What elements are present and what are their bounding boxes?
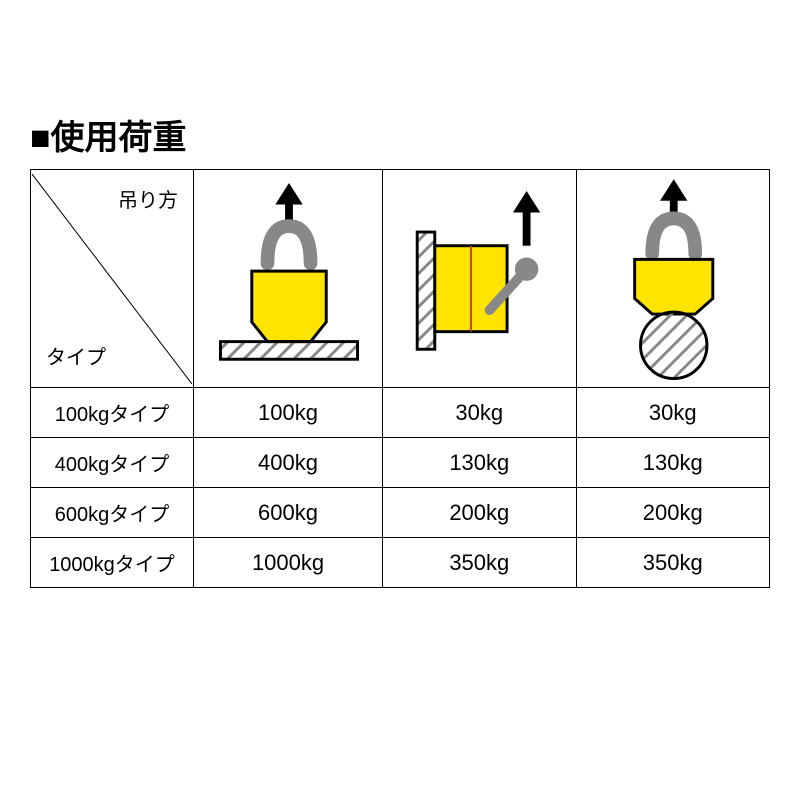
table-row: 100kgタイプ 100kg 30kg 30kg	[31, 388, 770, 438]
load-value: 400kg	[194, 438, 383, 488]
load-value: 200kg	[576, 488, 769, 538]
load-value: 200kg	[383, 488, 576, 538]
load-value: 130kg	[383, 438, 576, 488]
type-label: 600kgタイプ	[31, 488, 194, 538]
lift-method-flat-icon	[195, 171, 381, 381]
section-title: ■使用荷重	[30, 110, 770, 159]
header-type-label: タイプ	[46, 341, 106, 370]
load-value: 350kg	[383, 538, 576, 588]
lift-method-round-icon	[578, 171, 768, 381]
load-value: 30kg	[383, 388, 576, 438]
load-value: 100kg	[194, 388, 383, 438]
load-capacity-table: 吊り方 タイプ	[30, 169, 770, 588]
load-value: 600kg	[194, 488, 383, 538]
lift-method-side-icon	[384, 171, 574, 381]
load-value: 1000kg	[194, 538, 383, 588]
load-value: 130kg	[576, 438, 769, 488]
table-row: 1000kgタイプ 1000kg 350kg 350kg	[31, 538, 770, 588]
type-label: 400kgタイプ	[31, 438, 194, 488]
load-value: 30kg	[576, 388, 769, 438]
table-row: 400kgタイプ 400kg 130kg 130kg	[31, 438, 770, 488]
load-value: 350kg	[576, 538, 769, 588]
table-row: 600kgタイプ 600kg 200kg 200kg	[31, 488, 770, 538]
type-label: 1000kgタイプ	[31, 538, 194, 588]
header-method-label: 吊り方	[118, 184, 178, 213]
type-label: 100kgタイプ	[31, 388, 194, 438]
corner-header: 吊り方 タイプ	[32, 174, 192, 384]
